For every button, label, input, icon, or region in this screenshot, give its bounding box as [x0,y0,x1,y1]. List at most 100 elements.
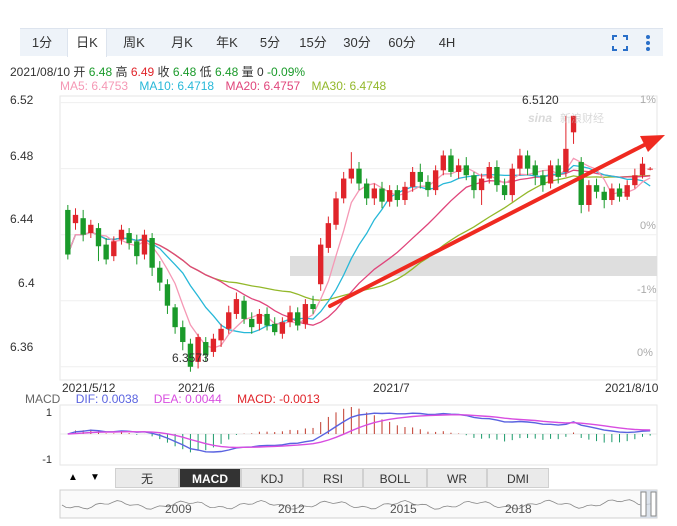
candle-body [509,168,515,196]
candle-body [647,168,653,170]
candle-body [463,165,469,176]
up-arrow-button[interactable]: ▲ [68,472,78,483]
candle-body [226,312,232,329]
navigator-handle-right[interactable] [650,491,657,517]
candle-body [356,168,362,184]
candle-body [402,186,408,201]
down-arrow-button[interactable]: ▼ [90,472,100,483]
candle-body [233,299,240,314]
navigator-year: 2018 [505,502,532,516]
candle-body [486,167,492,179]
tab-15min[interactable]: 15分 [299,35,327,50]
ma30-line [67,174,651,301]
dif-line [67,412,651,453]
macd-name: MACD [25,392,61,406]
tab-rsi[interactable]: RSI [303,468,363,488]
candle-body [203,342,209,356]
dea-line [67,414,651,449]
tab-30min[interactable]: 30分 [343,35,371,50]
tab-5min[interactable]: 5分 [259,35,281,50]
ma30-label: MA30: 6.4748 [311,79,387,93]
candle-body [478,178,485,191]
tab-4h[interactable]: 4H [438,35,456,50]
candle-body [494,167,500,186]
ma5-label: MA5: 6.4753 [60,79,129,93]
price-tick: 6.4 [18,276,35,290]
vertical-dots-icon[interactable] [638,29,658,56]
ma20-line [67,169,651,326]
volume-value: 0 [257,65,264,79]
candle-body [318,244,324,285]
candle-body [455,165,462,172]
candle-body [371,188,378,199]
candle-body [126,233,132,243]
date-label: 2021/7 [373,381,410,395]
open-value: 6.48 [88,65,113,79]
candle-body [72,214,79,224]
tab-monthly-k[interactable]: 月K [171,35,193,50]
candle-body [417,171,423,182]
ma-legend: MA5: 6.4753 MA10: 6.4718 MA20: 6.4757 MA… [60,79,394,93]
candle-body [325,223,332,248]
candle-body [287,312,293,323]
tab-60min[interactable]: 60分 [388,35,416,50]
tab-daily-k[interactable]: 日K [67,29,107,57]
tab-weekly-k[interactable]: 周K [123,35,145,50]
change-value: -0.09% [267,65,306,79]
tab-kdj[interactable]: KDJ [241,468,303,488]
navigator-year: 2015 [390,502,417,516]
candle-body [310,304,316,309]
expand-icon[interactable] [610,29,630,56]
candle-body [218,328,224,341]
navigator-handle-left[interactable] [640,491,647,517]
candle-body [563,148,569,172]
macd-tick: 1 [46,407,52,419]
candle-body [88,224,94,234]
date-label: 2021/6 [178,381,215,395]
candle-body [210,338,217,352]
candles [65,115,653,372]
price-tick: 6.52 [10,93,34,107]
tab-boll[interactable]: BOLL [363,468,427,488]
open-label: 开 [73,65,86,79]
high-value: 6.49 [130,65,155,79]
candle-body [348,168,355,179]
tab-macd[interactable]: MACD [179,468,241,488]
high-price-label: 6.5120 [522,93,559,107]
tab-1min[interactable]: 1分 [31,35,53,50]
candle-body [149,238,155,268]
navigator-year: 2012 [278,502,305,516]
info-date: 2021/08/10 [10,65,71,79]
candle-body [540,175,546,186]
ma20-label: MA20: 6.4757 [225,79,301,93]
candle-body [272,323,278,333]
candle-body [632,175,638,186]
tab-yearly-k[interactable]: 年K [216,35,238,50]
tab-none[interactable]: 无 [115,468,179,488]
tab-wr[interactable]: WR [427,468,487,488]
low-value: 6.48 [214,65,239,79]
main-plot-frame [59,95,658,381]
candle-body [440,155,446,171]
tab-dmi[interactable]: DMI [487,468,549,488]
candle-body [609,188,615,201]
percent-tick: 0% [637,347,653,359]
candle-body [241,300,247,319]
candle-body [639,163,646,176]
candle-body [425,181,431,191]
candle-body [302,304,309,324]
candle-body [65,209,71,255]
macd-value-label: MACD: -0.0013 [237,392,320,406]
candle-body [601,191,607,201]
percent-axis: 1% 0% -1% 0% [637,94,657,359]
candle-body [187,343,194,367]
price-axis: 6.52 6.48 6.44 6.4 6.36 [10,93,35,354]
candle-body [195,337,201,362]
candle-body [471,175,477,191]
price-tick: 6.36 [10,340,34,354]
candle-body [547,165,554,184]
date-label: 2021/8/10 [605,381,659,395]
percent-tick: 1% [640,94,656,106]
candle-body [432,170,439,191]
